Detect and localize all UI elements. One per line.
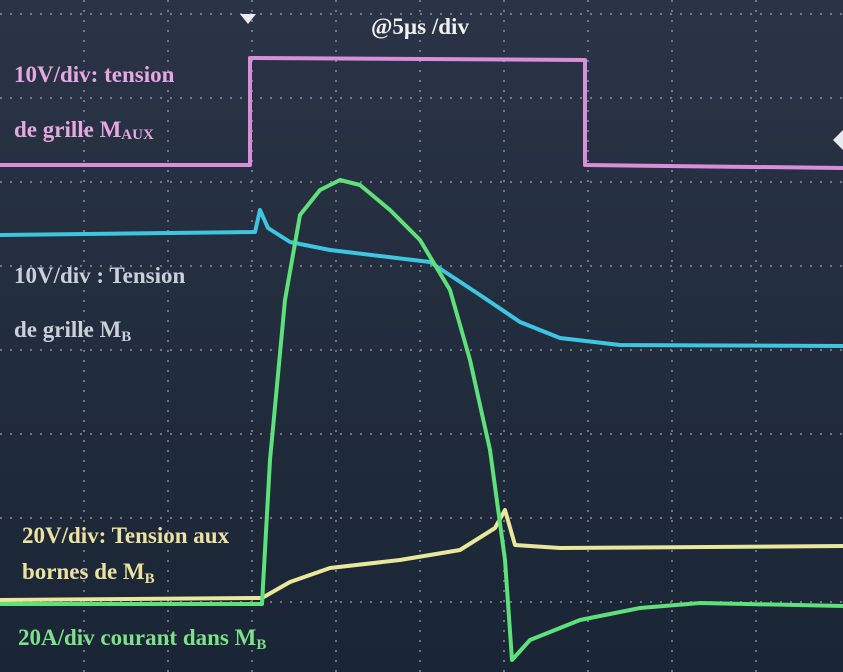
label-text: bornes de M [22, 559, 145, 584]
label-line: 20A/div courant dans MB [18, 625, 266, 653]
label-gate-b: 10V/div : Tension de grille MB [14, 263, 185, 345]
label-line: de grille MAUX [14, 117, 154, 143]
trigger-marker [240, 14, 256, 24]
label-gate-aux: 10V/div: tension de grille MAUX [14, 62, 175, 143]
label-line: 20V/div: Tension aux [22, 523, 230, 548]
label-line: 10V/div : Tension [14, 263, 185, 288]
label-vds-b: 20V/div: Tension aux bornes de MB [22, 523, 230, 587]
label-current-b: 20A/div courant dans MB [18, 625, 266, 653]
label-text: de grille M [14, 317, 122, 342]
trace-gate-aux [0, 56, 843, 170]
label-subscript: B [145, 571, 155, 587]
timebase-label: @5µs /div [371, 14, 469, 40]
label-text: 20A/div courant dans M [18, 625, 257, 650]
label-subscript: B [256, 637, 266, 653]
label-line: de grille MB [14, 317, 131, 345]
trace-gate-b [0, 208, 843, 348]
label-line: bornes de MB [22, 559, 155, 587]
trace-current-b [0, 178, 843, 662]
level-marker [833, 130, 843, 150]
label-text: de grille M [14, 117, 122, 142]
label-subscript: B [121, 329, 131, 345]
trace-vds-b [0, 508, 843, 602]
label-line: 10V/div: tension [14, 62, 175, 87]
label-subscript: AUX [121, 127, 154, 143]
